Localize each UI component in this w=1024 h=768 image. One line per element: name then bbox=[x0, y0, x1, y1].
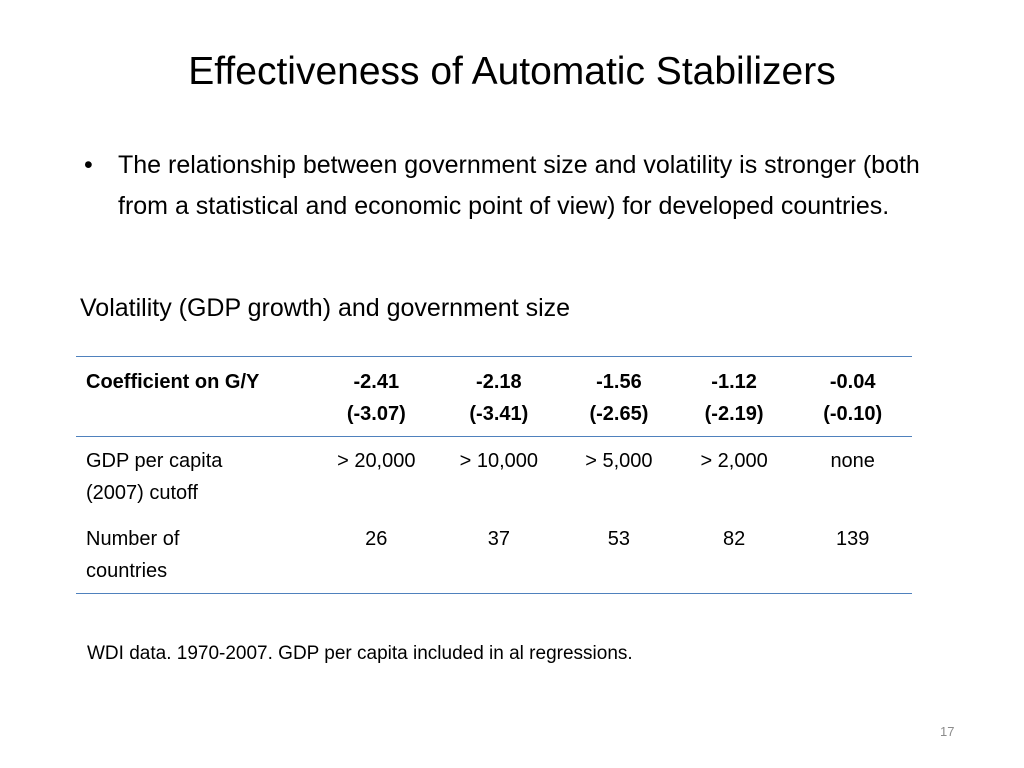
table-cell: 139 bbox=[836, 528, 870, 550]
table-caption: Volatility (GDP growth) and government s… bbox=[80, 294, 571, 322]
coefficient-value: -1.56 bbox=[596, 371, 642, 393]
table-cell: 26 bbox=[365, 528, 388, 550]
row-label: GDP per capita (2007) cutoff bbox=[76, 437, 318, 516]
t-statistic: (-3.41) bbox=[469, 403, 529, 425]
footnote: WDI data. 1970-2007. GDP per capita incl… bbox=[87, 643, 633, 664]
table-row-country-count: Number of countries 26 37 53 82 139 bbox=[76, 515, 912, 594]
coefficient-value: -2.41 bbox=[353, 371, 400, 393]
t-statistic: (-0.10) bbox=[823, 403, 883, 425]
header-label: Coefficient on G/Y bbox=[86, 371, 260, 393]
coefficient-value: -1.12 bbox=[711, 371, 757, 393]
table-cell: 53 bbox=[607, 528, 631, 550]
bullet-text: The relationship between government size… bbox=[118, 151, 920, 220]
row-label-line: GDP per capita bbox=[86, 450, 223, 472]
table-header-row: Coefficient on G/Y -2.41 (-3.07) -2.18 (… bbox=[76, 356, 912, 437]
slide-title: Effectiveness of Automatic Stabilizers bbox=[188, 50, 836, 93]
table-cell: > 20,000 bbox=[337, 450, 416, 472]
table-row-gdp-cutoff: GDP per capita (2007) cutoff > 20,000 > … bbox=[76, 437, 912, 516]
coefficient-value: -2.18 bbox=[476, 371, 522, 393]
header-column-5: -0.04 (-0.10) bbox=[793, 357, 912, 437]
header-column-2: -2.18 (-3.41) bbox=[435, 357, 563, 437]
table-cell: 82 bbox=[722, 528, 746, 550]
slide-number: 17 bbox=[940, 724, 955, 739]
table-cell: > 2,000 bbox=[700, 450, 768, 472]
table-cell: > 10,000 bbox=[459, 450, 539, 472]
t-statistic: (-2.65) bbox=[589, 403, 649, 425]
table-cell: 37 bbox=[487, 528, 510, 550]
bullet-marker: • bbox=[84, 151, 93, 179]
row-label-line: countries bbox=[86, 560, 168, 582]
regression-table: Coefficient on G/Y -2.41 (-3.07) -2.18 (… bbox=[76, 356, 912, 594]
results-table: Coefficient on G/Y -2.41 (-3.07) -2.18 (… bbox=[76, 356, 912, 594]
coefficient-value: -0.04 bbox=[829, 371, 876, 393]
table-cell: none bbox=[830, 450, 875, 472]
header-column-4: -1.12 (-2.19) bbox=[675, 357, 794, 437]
t-statistic: (-3.07) bbox=[346, 403, 406, 425]
header-column-3: -1.56 (-2.65) bbox=[563, 357, 675, 437]
row-label-line: (2007) cutoff bbox=[86, 482, 198, 504]
header-column-1: -2.41 (-3.07) bbox=[318, 357, 435, 437]
table-cell: > 5,000 bbox=[585, 450, 653, 472]
row-label-line: Number of bbox=[86, 528, 180, 550]
row-label: Number of countries bbox=[76, 515, 318, 594]
t-statistic: (-2.19) bbox=[704, 403, 764, 425]
